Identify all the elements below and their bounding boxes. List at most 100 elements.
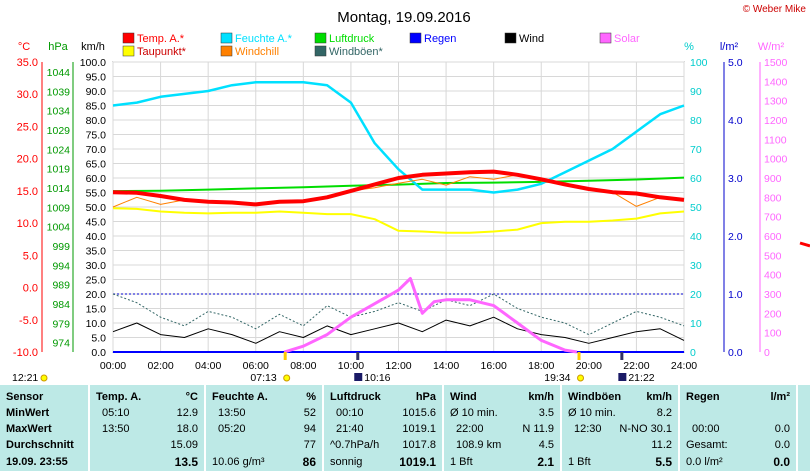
current-row-label: 19.09. 23:55 [6, 456, 68, 468]
sun-icon [577, 374, 585, 382]
rain-max-time: 00:00 [692, 423, 720, 435]
sun-moon-markers: 12:21 07:13 19:34 10:16 21:22 [12, 352, 655, 384]
humidity-tick-label: 10 [690, 318, 702, 330]
time-tick-label: 04:00 [195, 360, 221, 372]
rain-tick-label: 1.0 [728, 289, 743, 301]
solar-tick-label: 400 [764, 270, 782, 282]
legend-swatch [220, 32, 233, 44]
wind-tick-label: 90.0 [86, 86, 107, 98]
temp-min-time: 05:10 [102, 407, 130, 419]
gust-column: Windböen km/h Ø 10 min. 8.2 12:30 N-NO 3… [560, 385, 678, 471]
temp-tick-label: 15.0 [17, 186, 38, 198]
temp-edge-marker [799, 241, 810, 248]
wind-tick-label: 5.0 [91, 333, 106, 345]
humidity-absolute: 10.06 g/m³ [212, 456, 265, 468]
rain-header: Regen [686, 391, 720, 403]
solar-tick-label: 300 [764, 289, 782, 301]
time-tick-label: 08:00 [290, 360, 316, 372]
temp-max-time: 13:50 [102, 423, 130, 435]
pressure-tick-label: 1029 [47, 125, 71, 137]
wind-run: 108.9 km [456, 439, 502, 451]
time-tick-label: 14:00 [433, 360, 459, 372]
rain-current-value: 0.0 [773, 455, 790, 469]
wind-tick-label: 70.0 [86, 144, 107, 156]
series-line-luftdruck [112, 176, 685, 193]
table-edge [796, 385, 810, 471]
pressure-tick-label: 989 [52, 280, 70, 292]
sunrise-label: 07:13 [250, 372, 276, 384]
solar-tick-label: 1100 [764, 134, 787, 146]
humidity-tick-label: 20 [690, 289, 702, 301]
rain-total-label: Gesamt: [686, 439, 728, 451]
temp-tick-label: 20.0 [17, 154, 38, 166]
wind-column: Wind km/h Ø 10 min. 3.5 22:00 N 11.9 108… [442, 385, 560, 471]
series-line-wind [112, 316, 685, 344]
solar-tick-label: 1500 [764, 57, 788, 69]
time-tick-label: 12:00 [385, 360, 411, 372]
temp-tick-label: 0.0 [23, 283, 38, 295]
pressure-unit: hPa [415, 391, 436, 403]
temp-tick-label: 25.0 [17, 121, 38, 133]
wind-tick-label: 30.0 [86, 260, 107, 272]
time-tick-label: 06:00 [243, 360, 269, 372]
solar-tick-label: 1400 [764, 76, 788, 88]
pressure-tick-label: 999 [52, 241, 70, 253]
wind-tick-label: 45.0 [86, 217, 107, 229]
time-tick-label: 02:00 [147, 360, 173, 372]
temp-unit: °C [185, 391, 198, 403]
wind-tick-label: 95.0 [86, 72, 107, 84]
series-line-temp-a [112, 169, 685, 207]
legend-label: Luftdruck [329, 33, 375, 45]
time-tick-label: 20:00 [576, 360, 602, 372]
legend-label: Regen [424, 33, 456, 45]
time-tick-label: 00:00 [100, 360, 126, 372]
temp-max-value: 18.0 [176, 423, 198, 435]
solar-tick-label: 500 [764, 250, 782, 262]
rain-total-value: 0.0 [774, 439, 790, 451]
solar-tick-label: 800 [764, 192, 782, 204]
sensor-header: Sensor [6, 391, 44, 403]
pressure-max-value: 1019.1 [402, 423, 436, 435]
gust-max-value: N-NO 30.1 [619, 423, 672, 435]
pressure-trend: ^0.7hPa/h [330, 439, 380, 451]
rain-tick-label: 5.0 [728, 57, 743, 69]
plot-area [112, 81, 810, 354]
wind-max-time: 22:00 [456, 423, 484, 435]
chart-axes: 100.095.090.085.080.075.070.065.060.055.… [13, 57, 788, 372]
pressure-tick-label: 984 [52, 299, 70, 311]
sun-icon [283, 374, 291, 382]
gust-avg10-label: Ø 10 min. [568, 407, 616, 419]
humidity-tick-label: 50 [690, 202, 702, 214]
moon_set-label: 10:16 [364, 372, 390, 384]
solar-tick-label: 1000 [764, 154, 788, 166]
pressure-min-time: 00:10 [336, 407, 364, 419]
avg-row-label: Durchschnitt [6, 439, 74, 451]
wind-tick-label: 40.0 [86, 231, 107, 243]
humidity-tick-label: 70 [690, 144, 702, 156]
series-line-feuchte-a [112, 81, 685, 194]
legend-swatch [122, 32, 135, 44]
legend: Temp. A.* Feuchte A.* Luftdruck Regen Wind So… [122, 32, 640, 58]
pressure-tick-label: 1039 [47, 86, 71, 98]
legend-swatch [220, 45, 233, 57]
pressure-header: Luftdruck [330, 391, 381, 403]
rain-rate: 0.0 l/m² [686, 456, 723, 468]
humidity-min-value: 52 [303, 407, 316, 419]
weather-chart: Montag, 19.09.2016 © Weber Mike Temp. A.… [12, 4, 810, 384]
pressure-max-time: 21:40 [336, 423, 364, 435]
solar-tick-label: 1200 [764, 115, 788, 127]
humidity-tick-label: 0 [690, 347, 696, 359]
temp-tick-label: -5.0 [19, 315, 38, 327]
time-tick-label: 18:00 [528, 360, 554, 372]
legend-swatch [599, 32, 612, 44]
wind-current-value: 2.1 [537, 455, 554, 469]
humidity-tick-label: 80 [690, 115, 702, 127]
series-line-solar [283, 277, 578, 354]
wind-tick-label: 0.0 [91, 347, 106, 359]
rain-column: Regen l/m² 00:00 0.0 Gesamt: 0.0 0.0 l/m… [678, 385, 796, 471]
temp-avg-value: 15.09 [170, 439, 198, 451]
humidity-column: Feuchte A. % 13:50 52 05:20 94 77 10.06 … [204, 385, 322, 471]
solar-tick-label: 100 [764, 328, 782, 340]
legend-swatch [409, 32, 422, 44]
legend-swatch [122, 45, 135, 57]
